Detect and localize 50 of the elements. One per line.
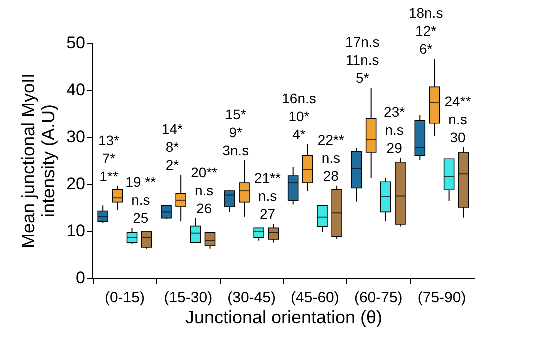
annotation: 4* <box>292 126 306 143</box>
y-tick-label: 40 <box>66 80 86 100</box>
annotation: 1** <box>100 168 119 184</box>
annotation: 24** <box>444 93 472 110</box>
annotation: 22** <box>318 132 345 148</box>
y-tick-label: 50 <box>66 34 86 52</box>
annotation: 14* <box>162 121 184 138</box>
text: 18n.s <box>408 4 444 21</box>
annotation: n.s <box>448 111 468 128</box>
annotation: n.s <box>322 150 341 166</box>
annotation: 10* <box>288 108 310 125</box>
annotation: 28 <box>323 168 340 184</box>
annotation: 30 <box>450 129 466 146</box>
x-tick-label: (15-30) <box>164 290 213 306</box>
annotation: n.s <box>258 188 278 204</box>
annotation: 27 <box>260 206 276 222</box>
x-tick-label: (0-15) <box>104 290 145 306</box>
annotation: 5* <box>356 70 370 86</box>
x-axis-title: Junctional orientation (θ) <box>185 308 383 328</box>
annotation: 9* <box>229 124 244 140</box>
text: 12* <box>416 22 438 39</box>
annotation: 3n.s <box>222 142 250 158</box>
annotation: 7* <box>102 150 116 166</box>
annotation: 29 <box>386 140 403 156</box>
y-tick-label: 0 <box>76 268 86 288</box>
x-tick-label: (75-90) <box>418 290 466 306</box>
annotation: 15* <box>225 106 247 122</box>
annotation: 8* <box>166 139 180 156</box>
x-tick-label: (60-75) <box>354 290 403 306</box>
annotation: 6* <box>419 40 434 57</box>
annotation: 20** <box>191 164 218 180</box>
annotation: 25 <box>133 210 149 226</box>
x-tick-label: (45-60) <box>291 290 340 306</box>
y-axis-title: Mean junctional MyoII intensity (A.U) <box>18 73 59 249</box>
annotation: n.s <box>195 182 214 198</box>
annotation: 16n.s <box>282 90 316 107</box>
annotation: n.s <box>385 122 404 138</box>
annotation: n.s <box>132 192 150 208</box>
annotation: 11n.s <box>346 52 380 68</box>
annotation: 26 <box>196 200 212 216</box>
annotation: 21** <box>254 170 282 186</box>
annotation: 17n.s <box>346 34 380 50</box>
y-tick-label: 30 <box>66 128 86 146</box>
x-tick-label: (30-45) <box>228 290 276 306</box>
annotation: 13* <box>98 132 120 148</box>
annotation: 19 ** <box>126 174 157 190</box>
y-tick-label: 20 <box>66 174 86 194</box>
y-tick-label: 10 <box>66 222 86 240</box>
annotation: 23* <box>384 104 406 120</box>
annotation: 2* <box>166 157 180 174</box>
